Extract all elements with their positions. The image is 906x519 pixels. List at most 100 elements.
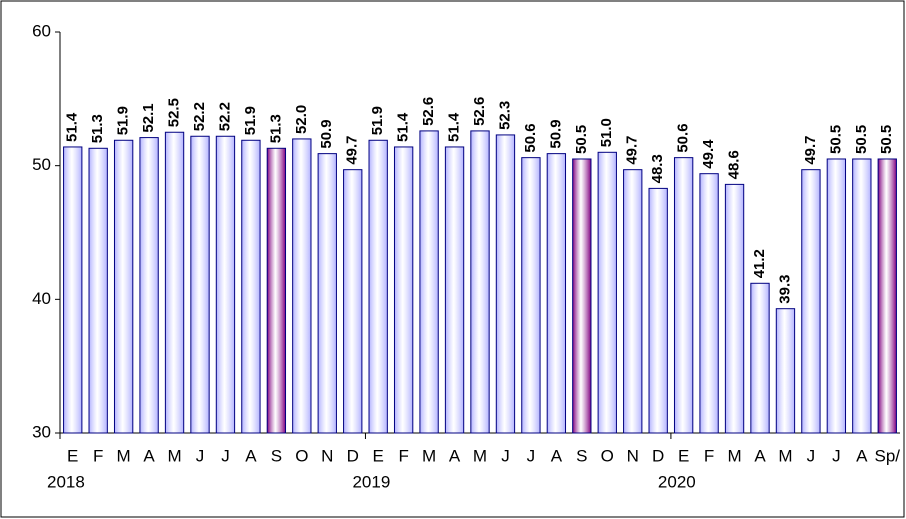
y-tick-label: 30 xyxy=(32,422,51,441)
bar xyxy=(495,134,516,434)
bar xyxy=(190,135,210,434)
x-tick-label: Sp/ xyxy=(875,446,901,465)
value-label: 50.9 xyxy=(318,119,335,148)
x-tick-label: S xyxy=(576,446,587,465)
x-tick-label: J xyxy=(807,446,816,465)
x-tick-label: D xyxy=(652,446,664,465)
value-label: 52.0 xyxy=(293,105,310,134)
value-label: 50.6 xyxy=(675,123,692,152)
bar xyxy=(724,183,745,434)
value-label: 52.6 xyxy=(420,97,437,126)
bar xyxy=(572,158,592,434)
value-label: 39.3 xyxy=(776,274,793,303)
x-tick-label: F xyxy=(704,446,714,465)
value-label: 52.2 xyxy=(191,102,208,131)
x-tick-label: N xyxy=(627,446,639,465)
value-label: 50.6 xyxy=(522,123,539,152)
bar xyxy=(775,308,796,434)
x-tick-label: E xyxy=(373,446,384,465)
value-label: 52.6 xyxy=(471,97,488,126)
value-label: 52.5 xyxy=(166,98,183,127)
value-label: 51.0 xyxy=(598,118,615,147)
bar xyxy=(750,282,770,434)
value-label: 51.9 xyxy=(115,106,132,135)
bar xyxy=(521,157,541,434)
x-tick-label: S xyxy=(271,446,282,465)
year-label: 2020 xyxy=(658,472,696,491)
value-label: 49.4 xyxy=(700,139,717,169)
x-tick-label: O xyxy=(295,446,308,465)
bar xyxy=(852,158,872,434)
value-label: 41.2 xyxy=(751,249,768,278)
bar xyxy=(266,147,287,434)
bar xyxy=(444,146,465,434)
x-tick-label: J xyxy=(196,446,205,465)
value-label: 51.4 xyxy=(64,112,81,142)
value-label: 50.5 xyxy=(827,125,844,154)
bar xyxy=(164,131,185,434)
x-tick-label: F xyxy=(398,446,408,465)
x-tick-label: J xyxy=(832,446,841,465)
value-label: 51.3 xyxy=(89,114,106,143)
bar xyxy=(343,169,363,434)
year-label: 2018 xyxy=(47,472,85,491)
bar xyxy=(241,139,261,434)
x-tick-label: M xyxy=(727,446,741,465)
bar xyxy=(699,173,719,434)
value-label: 49.7 xyxy=(802,135,819,164)
x-tick-label: M xyxy=(167,446,181,465)
bar xyxy=(215,135,236,434)
value-label: 48.3 xyxy=(649,154,666,183)
x-tick-label: J xyxy=(501,446,510,465)
bar xyxy=(368,139,388,434)
x-tick-label: E xyxy=(67,446,78,465)
x-tick-label: A xyxy=(754,446,766,465)
y-tick-label: 60 xyxy=(32,21,51,40)
bar xyxy=(801,169,821,434)
bar xyxy=(546,153,567,434)
x-tick-label: M xyxy=(473,446,487,465)
value-label: 49.7 xyxy=(624,135,641,164)
bar xyxy=(317,153,337,434)
value-label: 48.6 xyxy=(726,150,743,179)
value-label: 50.5 xyxy=(853,125,870,154)
year-label: 2019 xyxy=(352,472,390,491)
value-label: 51.4 xyxy=(395,112,412,142)
y-tick-label: 40 xyxy=(32,289,51,308)
x-tick-label: F xyxy=(93,446,103,465)
x-tick-label: A xyxy=(245,446,257,465)
value-label: 49.7 xyxy=(344,135,361,164)
x-tick-label: J xyxy=(221,446,230,465)
bar xyxy=(597,151,617,434)
x-tick-label: A xyxy=(551,446,563,465)
value-label: 50.5 xyxy=(573,125,590,154)
bar xyxy=(292,138,312,434)
bar xyxy=(673,157,694,434)
bar xyxy=(63,146,83,434)
x-tick-label: M xyxy=(422,446,436,465)
x-tick-label: N xyxy=(321,446,333,465)
value-label: 51.9 xyxy=(369,106,386,135)
bar xyxy=(113,139,134,434)
value-label: 52.3 xyxy=(496,101,513,130)
y-tick-label: 50 xyxy=(32,155,51,174)
bar xyxy=(877,158,897,434)
bar xyxy=(470,130,490,434)
value-label: 50.9 xyxy=(547,119,564,148)
x-tick-label: J xyxy=(527,446,536,465)
x-tick-label: E xyxy=(678,446,689,465)
bar xyxy=(88,147,108,434)
value-label: 52.1 xyxy=(140,103,157,132)
x-tick-label: D xyxy=(347,446,359,465)
bar xyxy=(139,137,159,434)
x-tick-label: M xyxy=(117,446,131,465)
value-label: 51.4 xyxy=(446,112,463,142)
value-label: 51.3 xyxy=(267,114,284,143)
bar xyxy=(393,146,414,434)
bar xyxy=(826,158,847,434)
x-tick-label: M xyxy=(778,446,792,465)
value-label: 51.9 xyxy=(242,106,259,135)
bar xyxy=(648,187,668,434)
bar xyxy=(419,130,439,434)
